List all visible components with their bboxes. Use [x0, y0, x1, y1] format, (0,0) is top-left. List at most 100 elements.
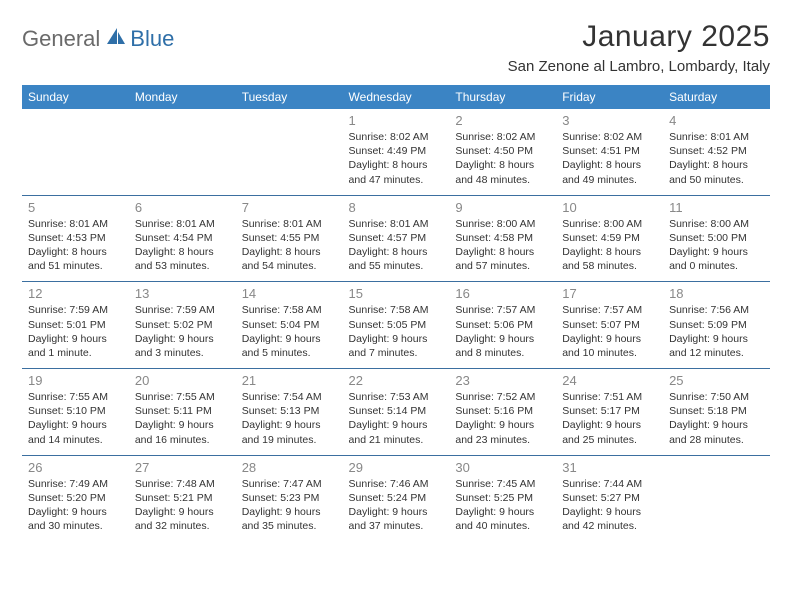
sun-info: Sunrise: 7:44 AMSunset: 5:27 PMDaylight:…	[562, 477, 657, 534]
sun-info: Sunrise: 7:58 AMSunset: 5:05 PMDaylight:…	[349, 303, 444, 360]
calendar-day-cell: 21Sunrise: 7:54 AMSunset: 5:13 PMDayligh…	[236, 369, 343, 456]
day-number: 3	[562, 113, 657, 128]
calendar-day-cell	[663, 455, 770, 541]
day-number: 26	[28, 460, 123, 475]
day-number: 7	[242, 200, 337, 215]
calendar-day-cell: 13 Sunrise: 7:59 AMSunset: 5:02 PMDayligh…	[129, 282, 236, 369]
sun-info: Sunrise: 8:01 AMSunset: 4:57 PMDaylight:…	[349, 217, 444, 274]
brand-part2: Blue	[130, 26, 174, 52]
calendar-day-cell: 18 Sunrise: 7:56 AMSunset: 5:09 PMDayligh…	[663, 282, 770, 369]
day-number: 18	[669, 286, 764, 301]
sun-info: Sunrise: 7:51 AMSunset: 5:17 PMDaylight:…	[562, 390, 657, 447]
weekday-header: Thursday	[449, 85, 556, 109]
calendar-week-row: 5Sunrise: 8:01 AMSunset: 4:53 PMDaylight…	[22, 195, 770, 282]
calendar-day-cell: 7 Sunrise: 8:01 AMSunset: 4:55 PMDaylight…	[236, 195, 343, 282]
day-number: 8	[349, 200, 444, 215]
calendar-day-cell: 2 Sunrise: 8:02 AMSunset: 4:50 PMDaylight…	[449, 109, 556, 195]
calendar-day-cell: 27Sunrise: 7:48 AMSunset: 5:21 PMDayligh…	[129, 455, 236, 541]
sun-info: Sunrise: 7:56 AMSunset: 5:09 PMDaylight:…	[669, 303, 764, 360]
calendar-week-row: 26 Sunrise: 7:49 AMSunset: 5:20 PMDayligh…	[22, 455, 770, 541]
day-number: 4	[669, 113, 764, 128]
day-number: 9	[455, 200, 550, 215]
sun-info: Sunrise: 8:02 AMSunset: 4:49 PMDaylight:…	[349, 130, 444, 187]
day-number: 19	[28, 373, 123, 388]
sun-info: Sunrise: 8:01 AMSunset: 4:52 PMDaylight:…	[669, 130, 764, 187]
sun-info: Sunrise: 7:59 AMSunset: 5:01 PMDaylight:…	[28, 303, 123, 360]
day-number: 29	[349, 460, 444, 475]
day-number: 14	[242, 286, 337, 301]
brand-sail-icon	[105, 26, 127, 51]
calendar-day-cell: 19 Sunrise: 7:55 AMSunset: 5:10 PMDayligh…	[22, 369, 129, 456]
calendar-day-cell: 17 Sunrise: 7:57 AMSunset: 5:07 PMDayligh…	[556, 282, 663, 369]
day-number: 12	[28, 286, 123, 301]
calendar-day-cell: 11 Sunrise: 8:00 AMSunset: 5:00 PMDayligh…	[663, 195, 770, 282]
day-number: 24	[562, 373, 657, 388]
day-number: 11	[669, 200, 764, 215]
calendar-day-cell: 28 Sunrise: 7:47 AMSunset: 5:23 PMDayligh…	[236, 455, 343, 541]
location-text: San Zenone al Lambro, Lombardy, Italy	[508, 58, 770, 75]
calendar-day-cell: 20 Sunrise: 7:55 AMSunset: 5:11 PMDayligh…	[129, 369, 236, 456]
sun-info: Sunrise: 7:47 AMSunset: 5:23 PMDaylight:…	[242, 477, 337, 534]
title-block: January 2025 San Zenone al Lambro, Lomba…	[508, 20, 770, 75]
calendar-table: SundayMondayTuesdayWednesdayThursdayFrid…	[22, 85, 770, 541]
sun-info: Sunrise: 8:01 AMSunset: 4:54 PMDaylight:…	[135, 217, 230, 274]
calendar-week-row: 1 Sunrise: 8:02 AMSunset: 4:49 PMDaylight…	[22, 109, 770, 195]
calendar-header: SundayMondayTuesdayWednesdayThursdayFrid…	[22, 85, 770, 109]
sun-info: Sunrise: 7:57 AMSunset: 5:06 PMDaylight:…	[455, 303, 550, 360]
sun-info: Sunrise: 7:45 AMSunset: 5:25 PMDaylight:…	[455, 477, 550, 534]
calendar-body: 1 Sunrise: 8:02 AMSunset: 4:49 PMDaylight…	[22, 109, 770, 541]
calendar-day-cell: 16 Sunrise: 7:57 AMSunset: 5:06 PMDayligh…	[449, 282, 556, 369]
sun-info: Sunrise: 7:55 AMSunset: 5:10 PMDaylight:…	[28, 390, 123, 447]
sun-info: Sunrise: 8:02 AMSunset: 4:50 PMDaylight:…	[455, 130, 550, 187]
calendar-day-cell: 10Sunrise: 8:00 AMSunset: 4:59 PMDayligh…	[556, 195, 663, 282]
calendar-day-cell: 5Sunrise: 8:01 AMSunset: 4:53 PMDaylight…	[22, 195, 129, 282]
sun-info: Sunrise: 7:52 AMSunset: 5:16 PMDaylight:…	[455, 390, 550, 447]
sun-info: Sunrise: 7:50 AMSunset: 5:18 PMDaylight:…	[669, 390, 764, 447]
calendar-day-cell	[236, 109, 343, 195]
day-number: 31	[562, 460, 657, 475]
day-number: 15	[349, 286, 444, 301]
sun-info: Sunrise: 7:59 AMSunset: 5:02 PMDaylight:…	[135, 303, 230, 360]
sun-info: Sunrise: 7:55 AMSunset: 5:11 PMDaylight:…	[135, 390, 230, 447]
calendar-day-cell: 9Sunrise: 8:00 AMSunset: 4:58 PMDaylight…	[449, 195, 556, 282]
month-title: January 2025	[508, 20, 770, 54]
calendar-day-cell: 25 Sunrise: 7:50 AMSunset: 5:18 PMDayligh…	[663, 369, 770, 456]
calendar-day-cell: 26 Sunrise: 7:49 AMSunset: 5:20 PMDayligh…	[22, 455, 129, 541]
weekday-header: Tuesday	[236, 85, 343, 109]
sun-info: Sunrise: 7:49 AMSunset: 5:20 PMDaylight:…	[28, 477, 123, 534]
calendar-day-cell: 31 Sunrise: 7:44 AMSunset: 5:27 PMDayligh…	[556, 455, 663, 541]
day-number: 23	[455, 373, 550, 388]
day-number: 1	[349, 113, 444, 128]
calendar-day-cell: 3 Sunrise: 8:02 AMSunset: 4:51 PMDaylight…	[556, 109, 663, 195]
weekday-header: Sunday	[22, 85, 129, 109]
calendar-day-cell: 24 Sunrise: 7:51 AMSunset: 5:17 PMDayligh…	[556, 369, 663, 456]
day-number: 13	[135, 286, 230, 301]
calendar-day-cell	[129, 109, 236, 195]
day-number: 2	[455, 113, 550, 128]
sun-info: Sunrise: 7:54 AMSunset: 5:13 PMDaylight:…	[242, 390, 337, 447]
day-number: 6	[135, 200, 230, 215]
calendar-day-cell: 1 Sunrise: 8:02 AMSunset: 4:49 PMDaylight…	[343, 109, 450, 195]
day-number: 28	[242, 460, 337, 475]
calendar-day-cell: 14Sunrise: 7:58 AMSunset: 5:04 PMDayligh…	[236, 282, 343, 369]
sun-info: Sunrise: 7:48 AMSunset: 5:21 PMDaylight:…	[135, 477, 230, 534]
day-number: 17	[562, 286, 657, 301]
calendar-day-cell: 29Sunrise: 7:46 AMSunset: 5:24 PMDayligh…	[343, 455, 450, 541]
calendar-day-cell: 8 Sunrise: 8:01 AMSunset: 4:57 PMDaylight…	[343, 195, 450, 282]
calendar-page: General Blue January 2025 San Zenone al …	[0, 0, 792, 561]
day-number: 16	[455, 286, 550, 301]
calendar-day-cell	[22, 109, 129, 195]
calendar-day-cell: 15 Sunrise: 7:58 AMSunset: 5:05 PMDayligh…	[343, 282, 450, 369]
sun-info: Sunrise: 8:00 AMSunset: 5:00 PMDaylight:…	[669, 217, 764, 274]
calendar-day-cell: 30Sunrise: 7:45 AMSunset: 5:25 PMDayligh…	[449, 455, 556, 541]
sun-info: Sunrise: 7:57 AMSunset: 5:07 PMDaylight:…	[562, 303, 657, 360]
sun-info: Sunrise: 8:01 AMSunset: 4:55 PMDaylight:…	[242, 217, 337, 274]
calendar-week-row: 19 Sunrise: 7:55 AMSunset: 5:10 PMDayligh…	[22, 369, 770, 456]
brand-part1: General	[22, 26, 100, 52]
weekday-header: Monday	[129, 85, 236, 109]
header-row: General Blue January 2025 San Zenone al …	[22, 20, 770, 75]
day-number: 25	[669, 373, 764, 388]
sun-info: Sunrise: 8:01 AMSunset: 4:53 PMDaylight:…	[28, 217, 123, 274]
sun-info: Sunrise: 8:02 AMSunset: 4:51 PMDaylight:…	[562, 130, 657, 187]
day-number: 20	[135, 373, 230, 388]
